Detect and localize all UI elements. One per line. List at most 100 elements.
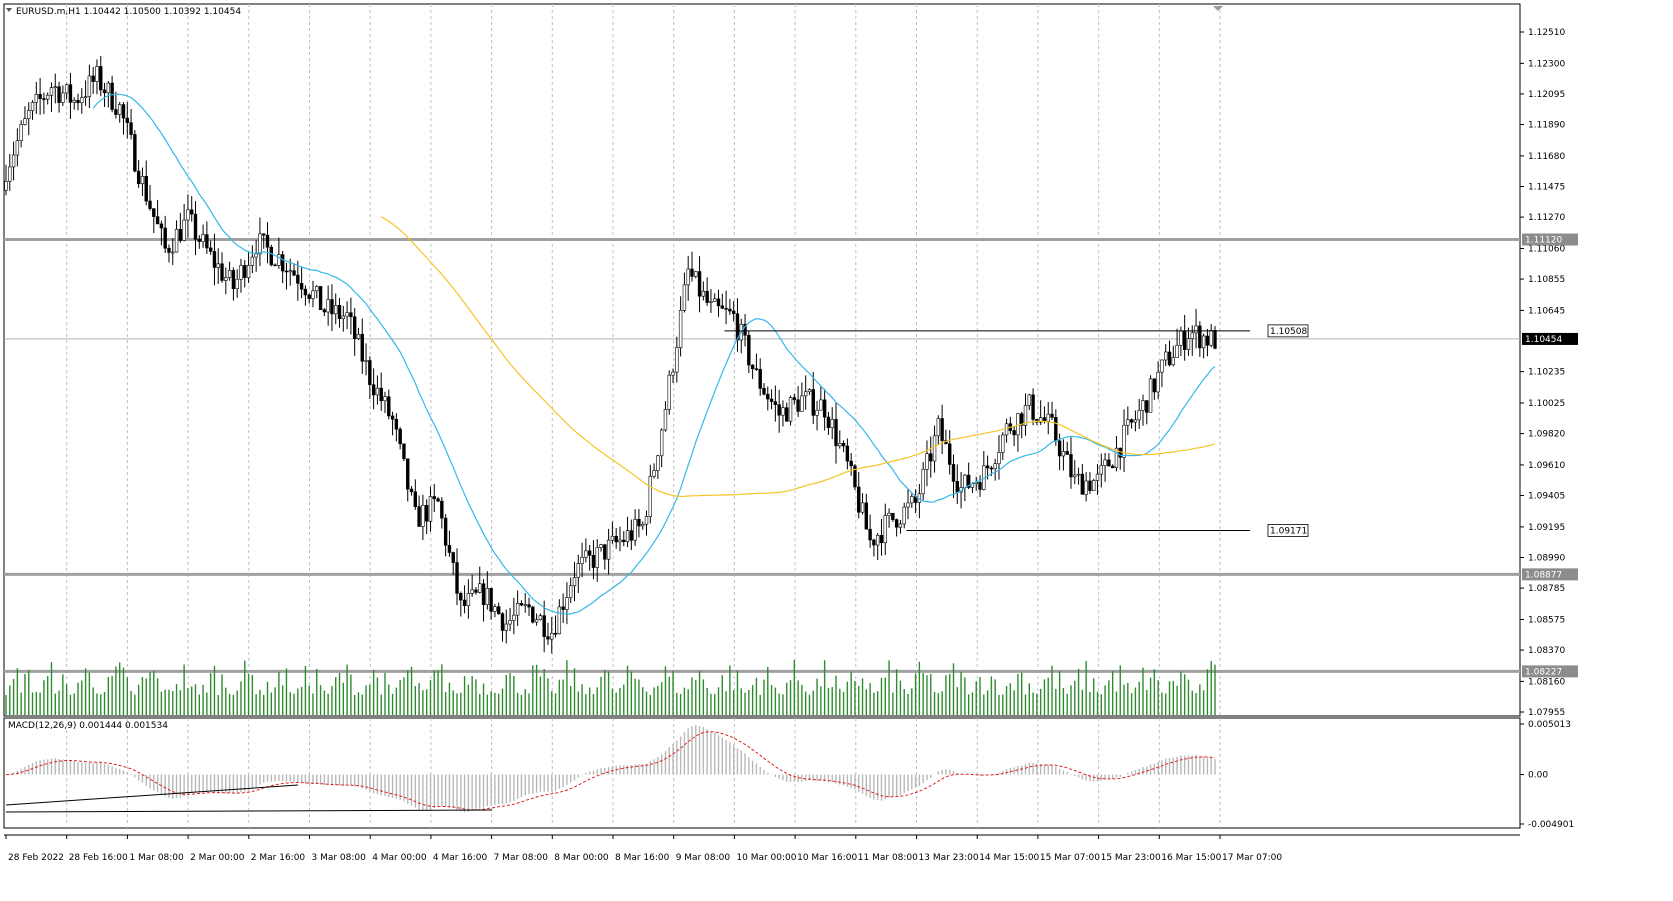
time-label: 28 Feb 16:00	[69, 853, 128, 863]
candle-body	[360, 333, 364, 362]
candle-body	[906, 502, 910, 508]
candle-body	[864, 502, 869, 530]
candle-body	[83, 96, 88, 99]
candle-body	[371, 384, 376, 396]
macd-trend-line[interactable]	[5, 809, 493, 813]
time-label: 17 Mar 07:00	[1222, 853, 1282, 863]
candle-body	[728, 308, 732, 312]
price-tick-label: 1.10235	[1528, 368, 1565, 378]
price-tick-label: 1.10855	[1528, 275, 1565, 285]
candle-body	[178, 228, 183, 241]
time-label: 2 Mar 00:00	[190, 853, 245, 863]
time-label: 2 Mar 16:00	[251, 853, 306, 863]
current-price-label: 1.10454	[1525, 335, 1562, 345]
candle-body	[436, 498, 440, 502]
candle-body	[656, 455, 660, 471]
candle-body	[561, 606, 565, 610]
time-label: 14 Mar 15:00	[979, 853, 1039, 863]
current-price-badge	[1522, 332, 1578, 345]
candle-body	[519, 602, 524, 606]
candle-body	[682, 284, 687, 311]
candle-body	[709, 300, 713, 303]
candle-body	[368, 360, 372, 386]
grid-lines	[66, 4, 1221, 828]
candle-body	[413, 491, 418, 507]
tick-volume-bars	[5, 660, 1216, 715]
candle-body	[443, 517, 448, 546]
candle-body	[11, 154, 16, 168]
candle-body	[902, 506, 906, 525]
candle-body	[716, 298, 721, 307]
price-tick-label: 1.11270	[1528, 213, 1565, 223]
annotation-price-label: 1.09171	[1270, 526, 1307, 536]
candle-body	[1020, 413, 1024, 426]
candle-body	[879, 535, 884, 544]
candle-body	[280, 254, 285, 272]
price-tick-label: 1.08785	[1528, 584, 1565, 594]
candle-body	[163, 227, 167, 249]
candle-body	[182, 219, 186, 241]
price-tick-label: 1.11475	[1528, 183, 1565, 193]
candle-body	[455, 562, 459, 594]
candle-body	[288, 270, 292, 273]
candle-body	[171, 251, 175, 254]
candle-body	[19, 124, 23, 141]
candle-body	[527, 604, 531, 608]
candle-body	[231, 270, 236, 290]
candle-body	[580, 557, 584, 564]
candle-body	[1073, 474, 1077, 478]
candle-body	[1167, 351, 1172, 366]
candle-body	[292, 270, 296, 276]
candle-body	[796, 399, 800, 412]
candle-body	[383, 396, 387, 402]
candle-body	[159, 223, 164, 229]
candle-body	[603, 544, 607, 560]
candle-body	[23, 118, 27, 125]
candle-body	[1046, 413, 1050, 422]
candle-body	[1141, 400, 1145, 411]
candle-body	[303, 288, 308, 296]
time-label: 28 Feb 2022	[8, 853, 64, 863]
candle-body	[1001, 434, 1005, 453]
candle-body	[394, 418, 399, 430]
candle-body	[1126, 419, 1130, 426]
macd-trend-line[interactable]	[5, 784, 299, 806]
candle-body	[49, 87, 54, 96]
candle-body	[424, 505, 429, 522]
candle-body	[212, 251, 217, 268]
candle-body	[849, 460, 853, 467]
dropdown-triangle-icon[interactable]	[6, 8, 12, 12]
candle-body	[174, 228, 179, 253]
candle-body	[27, 110, 31, 120]
candle-body	[766, 393, 770, 400]
candle-body	[565, 597, 569, 610]
chart-shift-marker-icon[interactable]	[1213, 6, 1223, 11]
candle-body	[720, 305, 725, 309]
price-tick-label: 1.10025	[1528, 399, 1565, 409]
candle-body	[15, 140, 20, 156]
candle-body	[857, 486, 861, 513]
candle-body	[925, 453, 929, 470]
candle-body	[1042, 417, 1047, 422]
candle-body	[421, 505, 425, 527]
candle-body	[322, 309, 327, 313]
price-tick-label: 1.12300	[1528, 59, 1565, 69]
candle-body	[144, 175, 148, 202]
macd-histogram	[9, 725, 1216, 813]
candle-body	[1198, 325, 1202, 349]
candle-body	[1038, 417, 1043, 423]
candle-body	[398, 428, 402, 445]
candle-body	[273, 264, 277, 267]
time-label: 16 Mar 15:00	[1161, 853, 1221, 863]
candle-body	[447, 544, 452, 553]
candle-body	[932, 435, 937, 462]
candle-body	[1118, 447, 1122, 458]
candle-body	[125, 117, 129, 123]
candle-body	[686, 268, 690, 286]
candle-body	[379, 387, 383, 402]
candle-body	[1213, 330, 1217, 349]
candle-body	[550, 632, 554, 640]
candle-body	[731, 310, 736, 314]
